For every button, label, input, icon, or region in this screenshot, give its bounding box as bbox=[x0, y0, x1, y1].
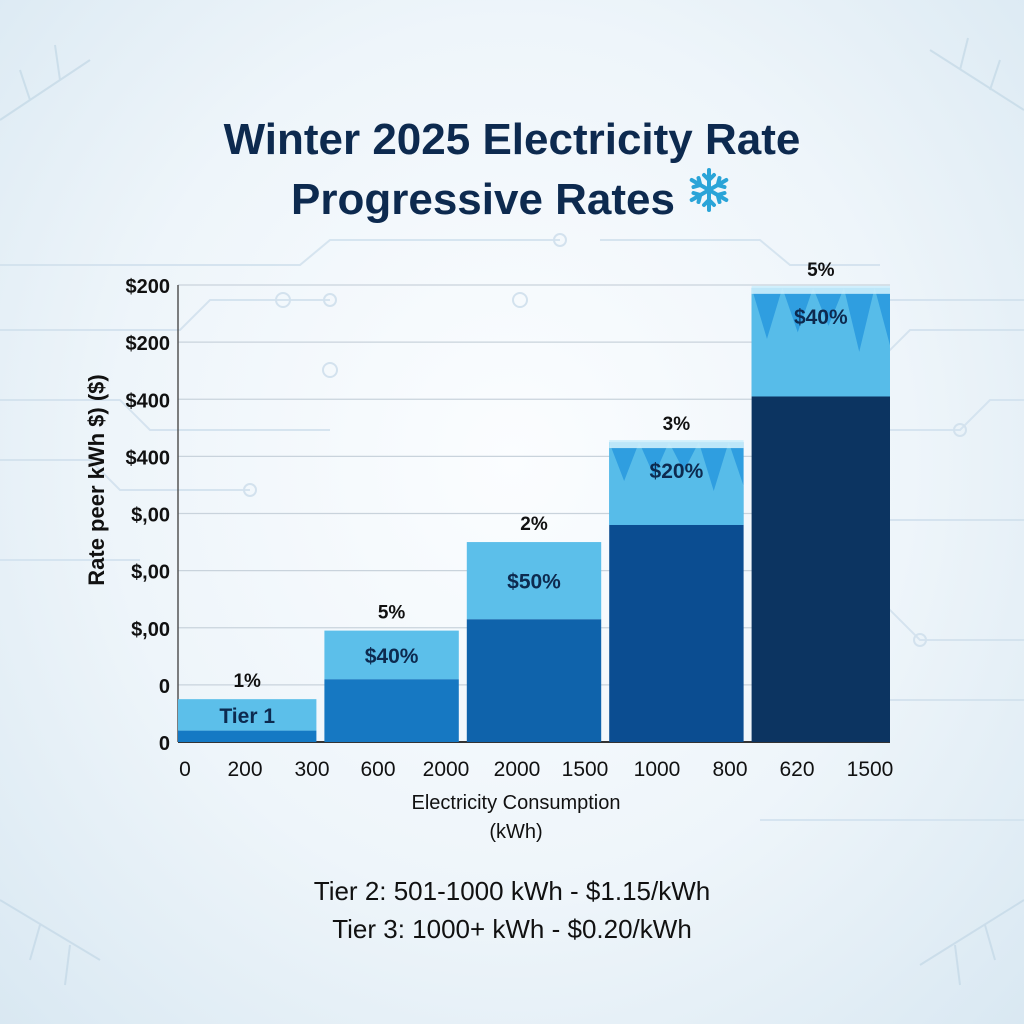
x-tick-label: 620 bbox=[779, 758, 814, 781]
bar-segment-dark bbox=[751, 396, 890, 742]
y-tick-label: $400 bbox=[126, 447, 171, 469]
bar-inner-label: $20% bbox=[650, 460, 704, 483]
tier-legend: Tier 2: 501-1000 kWh - $1.15/kWh Tier 3:… bbox=[0, 872, 1024, 948]
tier-2-note: Tier 2: 501-1000 kWh - $1.15/kWh bbox=[313, 876, 711, 906]
title-line-2: Progressive Rates bbox=[0, 168, 1024, 230]
title-line-1: Winter 2025 Electricity Rate bbox=[223, 115, 801, 164]
bar-segment-light bbox=[324, 630, 459, 680]
y-tick-label: $400 bbox=[126, 390, 171, 412]
y-axis-label: Rate peer kWh $) ($) bbox=[84, 374, 109, 586]
bar-segment-dark bbox=[178, 730, 317, 742]
bar-segment-light bbox=[178, 699, 317, 731]
x-tick-label: 300 bbox=[294, 758, 329, 781]
bar-inner-label: $40% bbox=[794, 306, 848, 329]
snowflake-icon bbox=[685, 166, 733, 230]
bar-segment-dark bbox=[609, 524, 744, 742]
bar-top-label: 3% bbox=[663, 414, 691, 435]
bar-top-label: 1% bbox=[233, 671, 261, 692]
x-tick-label: 0 bbox=[179, 758, 191, 781]
bar-segment-dark bbox=[324, 679, 459, 742]
y-tick-label: 0 bbox=[159, 733, 170, 755]
x-axis-label-line-2: (kWh) bbox=[489, 821, 542, 843]
bar-top-label: 2% bbox=[520, 514, 548, 535]
x-tick-label: 200 bbox=[227, 758, 262, 781]
y-tick-label: $,00 bbox=[131, 619, 170, 641]
bar-ice-rim bbox=[609, 440, 744, 449]
y-tick-label: $,00 bbox=[131, 562, 170, 584]
tier-3-note: Tier 3: 1000+ kWh - $0.20/kWh bbox=[332, 914, 692, 944]
bar-top-label: 5% bbox=[378, 603, 406, 624]
y-tick-label: $200 bbox=[126, 276, 171, 298]
bar-top-label: 5% bbox=[807, 260, 835, 281]
title-line-2-text: Progressive Rates bbox=[291, 175, 675, 224]
x-tick-label: 2000 bbox=[494, 758, 541, 781]
y-tick-label: $,00 bbox=[131, 505, 170, 527]
bar-ice-crystals bbox=[609, 442, 744, 525]
bar-segment-dark bbox=[466, 619, 602, 742]
bar-inner-label: Tier 1 bbox=[219, 705, 275, 728]
x-tick-label: 1500 bbox=[562, 758, 609, 781]
bar-ice-rim bbox=[751, 285, 890, 294]
bar-inner-label: $50% bbox=[507, 571, 561, 594]
x-tick-label: 2000 bbox=[423, 758, 470, 781]
x-tick-label: 600 bbox=[360, 758, 395, 781]
x-tick-label: 1000 bbox=[634, 758, 681, 781]
y-tick-label: $200 bbox=[126, 333, 171, 355]
y-tick-label: 0 bbox=[159, 676, 170, 698]
bar-segment-light bbox=[466, 542, 602, 620]
bar-ice-crystals bbox=[751, 287, 890, 397]
x-axis-label-line-1: Electricity Consumption bbox=[412, 792, 621, 814]
chart-title: Winter 2025 Electricity Rate Progressive… bbox=[0, 110, 1024, 230]
x-tick-label: 1500 bbox=[847, 758, 894, 781]
bar-inner-label: $40% bbox=[365, 645, 419, 668]
x-tick-label: 800 bbox=[712, 758, 747, 781]
